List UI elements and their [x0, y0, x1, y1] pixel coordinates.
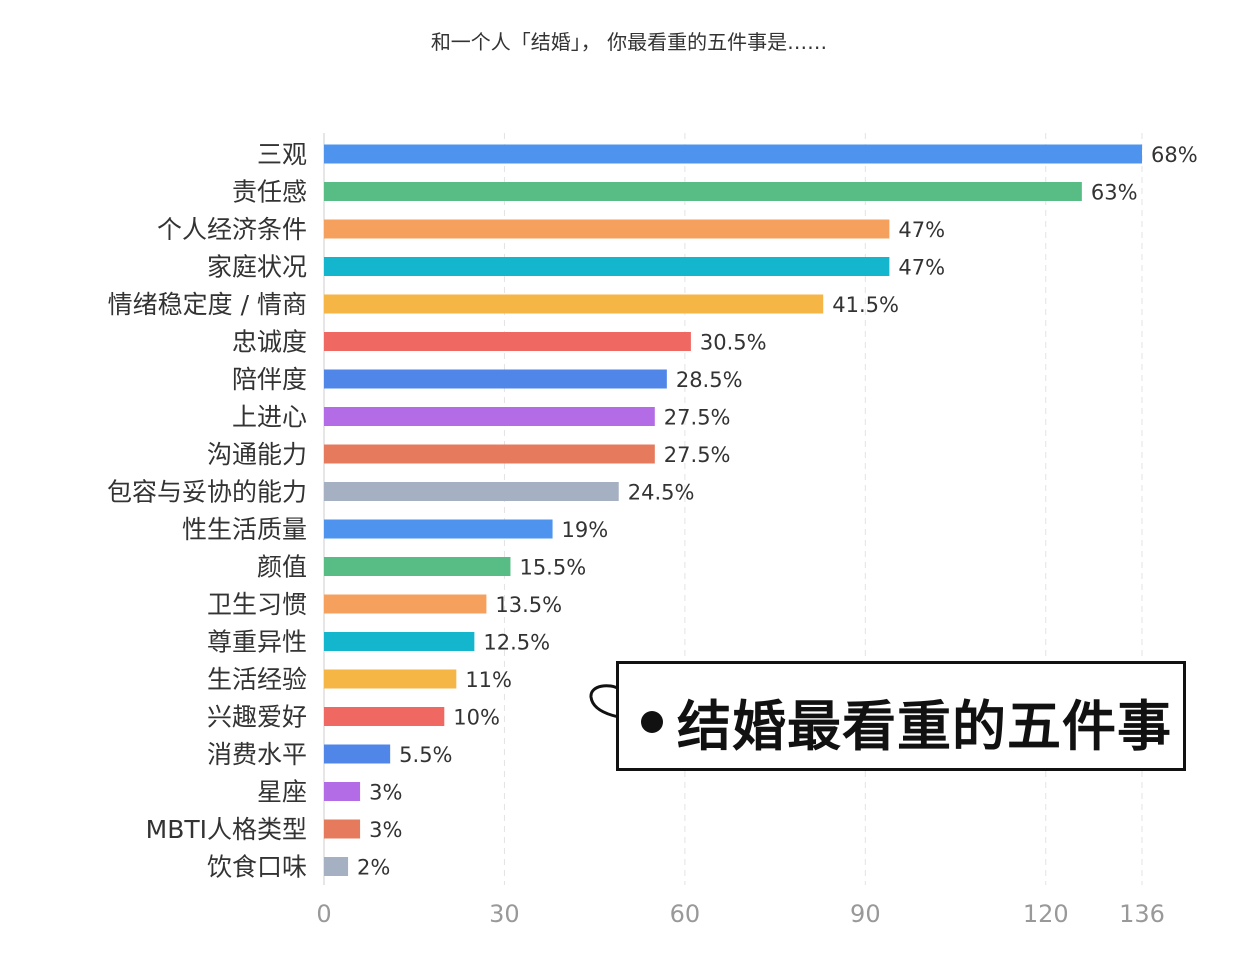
x-tick-label: 60	[670, 900, 701, 928]
category-label: 责任感	[232, 178, 307, 207]
value-label: 19%	[562, 518, 609, 542]
category-label: 包容与妥协的能力	[107, 478, 307, 507]
category-label: 性生活质量	[182, 515, 307, 544]
value-label: 41.5%	[832, 293, 899, 317]
category-label: 尊重异性	[207, 628, 307, 657]
category-label: 生活经验	[207, 665, 307, 694]
category-label: 颜值	[257, 553, 307, 582]
x-tick-label: 30	[489, 900, 520, 928]
value-label: 15.5%	[519, 556, 586, 580]
bar	[324, 707, 445, 726]
value-labels: 68% 63% 47% 47% 41.5% 30.5% 28.5% 27.5% 27.5% 24.…	[357, 143, 1198, 880]
category-label: 忠诚度	[232, 328, 307, 357]
category-label: 家庭状况	[207, 253, 307, 282]
x-tick-label: 90	[850, 900, 881, 928]
category-label: 陪伴度	[232, 365, 307, 394]
bar	[324, 182, 1082, 201]
category-label: 消费水平	[207, 740, 307, 769]
x-tick-label: 120	[1023, 900, 1069, 928]
value-label: 11%	[465, 668, 512, 692]
bar	[324, 819, 361, 839]
category-label: 饮食口味	[207, 853, 307, 882]
category-label: 卫生习惯	[207, 590, 307, 619]
value-label: 12.5%	[483, 631, 550, 655]
value-label: 10%	[453, 706, 500, 730]
bar	[324, 632, 475, 651]
bar	[324, 557, 511, 576]
bar	[324, 294, 824, 314]
value-label: 47%	[898, 256, 945, 280]
bar	[324, 407, 655, 426]
bar	[324, 482, 619, 501]
value-label: 2%	[357, 856, 390, 880]
bar	[324, 857, 349, 876]
bar	[324, 744, 391, 764]
value-label: 68%	[1151, 143, 1198, 167]
category-label: 沟通能力	[207, 440, 307, 469]
value-label: 27.5%	[664, 406, 731, 430]
bar	[324, 219, 890, 239]
x-tick-label: 136	[1119, 900, 1165, 928]
chart-title: 和一个人「结婚」， 你最看重的五件事是……	[430, 30, 828, 54]
callout-box: 结婚最看重的五件事	[616, 661, 1186, 771]
value-label: 47%	[898, 218, 945, 242]
category-label: MBTI人格类型	[146, 815, 307, 844]
bar	[324, 519, 553, 539]
bar	[324, 782, 361, 801]
bar	[324, 332, 691, 351]
category-label: 上进心	[232, 403, 307, 432]
bar	[324, 669, 457, 689]
value-label: 30.5%	[700, 331, 767, 355]
grid-lines	[503, 133, 1143, 885]
value-label: 3%	[369, 818, 402, 842]
category-label: 情绪稳定度 / 情商	[108, 290, 307, 319]
value-label: 63%	[1091, 181, 1138, 205]
category-label: 兴趣爱好	[207, 703, 307, 732]
value-label: 24.5%	[628, 481, 695, 505]
value-label: 3%	[369, 781, 402, 805]
value-label: 13.5%	[495, 593, 562, 617]
callout-text: 结婚最看重的五件事	[677, 695, 1172, 758]
bar	[324, 369, 667, 389]
bar	[324, 144, 1142, 164]
bullet-dot-icon	[641, 711, 663, 733]
bar	[324, 257, 890, 276]
value-label: 28.5%	[676, 368, 743, 392]
x-tick-label: 0	[316, 900, 331, 928]
bar	[324, 594, 487, 614]
category-label: 三观	[257, 140, 307, 169]
bar	[324, 444, 655, 464]
category-label: 星座	[257, 778, 307, 807]
bars	[324, 144, 1142, 876]
category-label: 个人经济条件	[157, 215, 307, 244]
x-tick-labels: 0 30 60 90 120 136	[316, 900, 1165, 928]
value-label: 27.5%	[664, 443, 731, 467]
value-label: 5.5%	[399, 743, 452, 767]
